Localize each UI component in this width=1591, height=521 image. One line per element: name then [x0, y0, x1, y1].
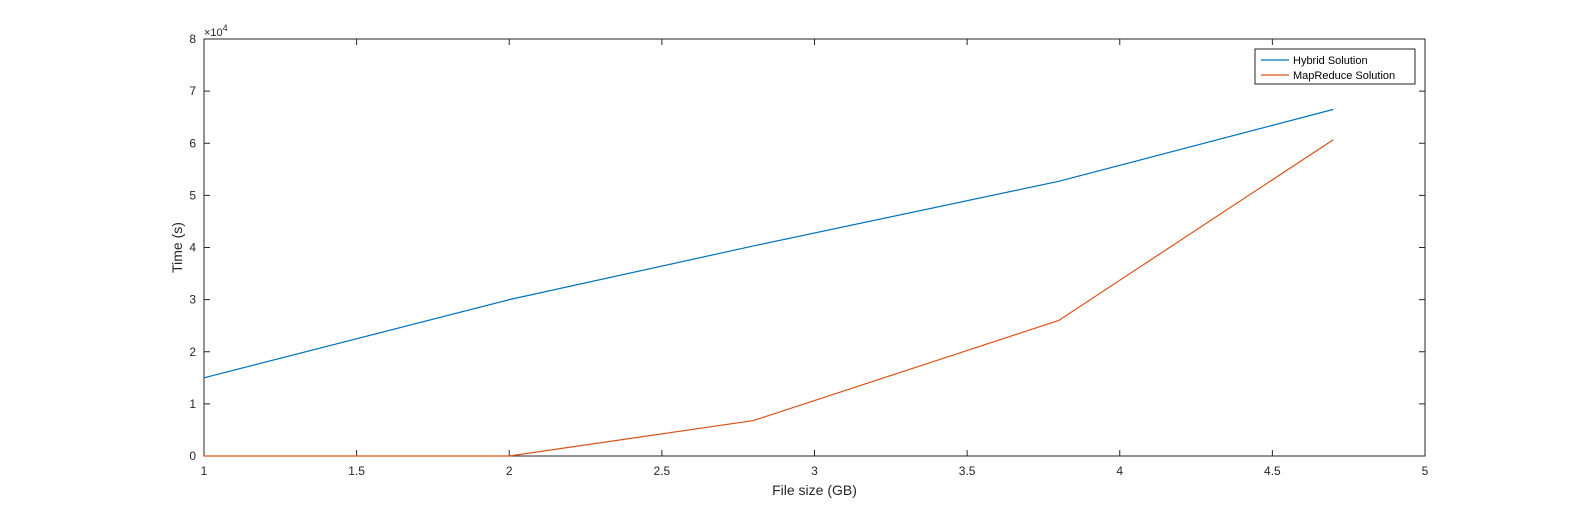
plot-frame [203, 38, 1426, 457]
legend: Hybrid Solution MapReduce Solution [1254, 48, 1416, 85]
legend-label-2: MapReduce Solution [1293, 70, 1395, 82]
x-tick-label: 1.5 [348, 464, 365, 478]
series-line-2 [204, 139, 1334, 457]
y-tick-label: 6 [189, 136, 196, 150]
y-tick-label: 5 [189, 188, 196, 202]
x-tick-label: 1 [201, 464, 208, 478]
x-tick-label: 4 [1116, 464, 1123, 478]
series-line-1 [203, 108, 1334, 379]
y-tick-label: 8 [189, 32, 196, 46]
y-tick-label: 3 [189, 293, 196, 307]
x-axis-label: File size (GB) [772, 482, 857, 498]
y-tick-label: 0 [189, 449, 196, 463]
series-lines [203, 108, 1334, 457]
x-tick-label: 2 [506, 464, 513, 478]
y-axis-exponent: ×104 [204, 23, 228, 39]
x-tick-label: 2.5 [654, 464, 671, 478]
y-axis-label: Time (s) [169, 222, 185, 273]
y-tick-label: 7 [189, 84, 196, 98]
y-tick-label: 2 [189, 345, 196, 359]
x-tick-label: 3.5 [959, 464, 976, 478]
x-tick-label: 3 [811, 464, 818, 478]
x-tick-label: 5 [1422, 464, 1429, 478]
x-tick-label: 4.5 [1264, 464, 1281, 478]
y-tick-label: 4 [189, 241, 196, 255]
y-axis-exponent-base: ×10 [204, 27, 223, 39]
legend-label-1: Hybrid Solution [1293, 55, 1368, 67]
legend-box [1254, 48, 1416, 85]
plot-area [203, 38, 1426, 457]
x-axis: 1 1.5 2 2.5 3 3.5 4 4.5 5 [201, 39, 1429, 478]
y-tick-label: 1 [189, 397, 196, 411]
y-axis-exponent-power: 4 [223, 23, 228, 33]
y-axis: 0 1 2 3 4 5 6 7 8 [189, 32, 1425, 463]
